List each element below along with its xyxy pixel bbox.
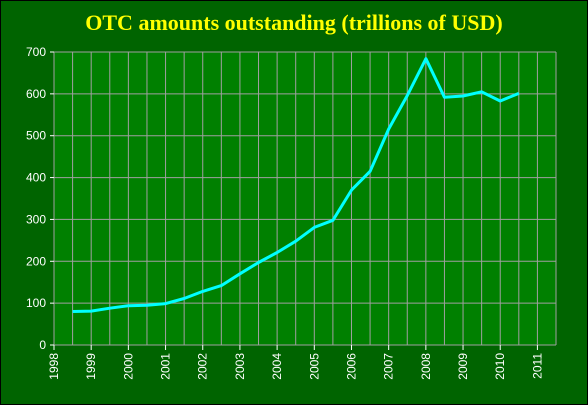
series-line — [72, 57, 520, 313]
x-tick-label: 2000 — [121, 353, 135, 380]
grid-lines — [53, 51, 557, 346]
y-tick-label: 400 — [26, 171, 46, 185]
chart-title: OTC amounts outstanding (trillions of US… — [85, 10, 503, 35]
x-tick-label: 2005 — [307, 353, 321, 380]
y-tick-label: 300 — [26, 212, 46, 226]
y-tick-label: 0 — [39, 338, 46, 352]
x-tick-label: 1998 — [47, 353, 61, 380]
y-tick-label: 700 — [26, 45, 46, 59]
x-tick-label: 2011 — [530, 353, 544, 379]
x-tick-label: 2006 — [344, 353, 358, 380]
x-tick-label: 1999 — [84, 353, 98, 380]
x-tick-label: 2001 — [159, 353, 173, 380]
x-tick-label: 2007 — [382, 353, 396, 380]
x-tick-label: 2009 — [456, 353, 470, 380]
y-axis-ticks: 0 100 200 300 400 500 600 700 — [26, 45, 54, 352]
x-tick-label: 2004 — [270, 353, 284, 380]
x-axis-ticks: 1998 1999 2000 2001 2002 2003 2004 2005 2006 2007… — [47, 345, 544, 380]
plot-area — [54, 52, 556, 345]
x-tick-label: 2008 — [419, 353, 433, 380]
x-tick-label: 2010 — [493, 353, 507, 380]
y-tick-label: 200 — [26, 254, 46, 268]
y-tick-label: 100 — [26, 296, 46, 310]
y-tick-label: 600 — [26, 87, 46, 101]
y-tick-label: 500 — [26, 129, 46, 143]
series-lines — [72, 57, 520, 313]
x-tick-label: 2003 — [233, 353, 247, 380]
x-tick-label: 2002 — [196, 353, 210, 380]
